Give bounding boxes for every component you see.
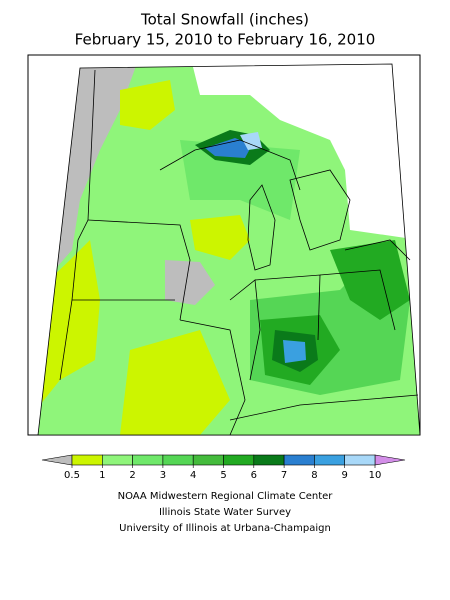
snow-max-superior bbox=[205, 138, 252, 158]
title: Total Snowfall (inches) bbox=[140, 11, 309, 29]
legend-swatch bbox=[344, 454, 376, 466]
snow-mid-north bbox=[180, 140, 300, 220]
legend-label: 8 bbox=[311, 470, 317, 481]
credits: NOAA Midwestern Regional Climate Center I… bbox=[118, 491, 334, 534]
legend-label: 9 bbox=[342, 470, 348, 481]
legend-swatch bbox=[71, 454, 103, 466]
state-line bbox=[179, 319, 246, 436]
map bbox=[27, 54, 421, 436]
legend-swatch bbox=[102, 454, 133, 466]
state-line bbox=[87, 219, 191, 321]
legend-label: 10 bbox=[369, 470, 382, 481]
legend-swatch bbox=[223, 454, 255, 466]
snow-peak-superior bbox=[240, 132, 262, 150]
legend-under bbox=[41, 454, 73, 466]
legend-swatch bbox=[314, 454, 345, 466]
michigan-lp bbox=[289, 169, 351, 251]
snow-low-iowa bbox=[190, 215, 250, 260]
legend-label: 7 bbox=[281, 470, 287, 481]
snow-high-ohio bbox=[330, 240, 410, 320]
snow-low-north bbox=[120, 80, 175, 130]
legend-label: 4 bbox=[190, 470, 196, 481]
no-snow-iowa bbox=[165, 260, 215, 305]
snow-max-indiana bbox=[283, 340, 306, 363]
state-line bbox=[229, 279, 261, 381]
lake-erie bbox=[344, 239, 411, 261]
legend-label: 0.5 bbox=[64, 470, 80, 481]
lake-superior bbox=[159, 139, 301, 191]
legend-label: 6 bbox=[251, 470, 257, 481]
legend-swatch bbox=[253, 454, 285, 466]
credit-line: Illinois State Water Survey bbox=[159, 507, 291, 518]
legend-label: 5 bbox=[220, 470, 226, 481]
state-line bbox=[229, 394, 419, 421]
credit-line: NOAA Midwestern Regional Climate Center bbox=[118, 491, 334, 502]
color-legend: 0.5 1 2 3 4 5 6 7 8 9 10 bbox=[41, 454, 406, 481]
domain-edge bbox=[37, 63, 421, 436]
state-line bbox=[319, 269, 396, 331]
legend-over bbox=[374, 454, 406, 466]
outside-area bbox=[190, 64, 420, 240]
snow-low-south bbox=[120, 330, 230, 435]
legend-label: 2 bbox=[129, 470, 135, 481]
legend-swatch bbox=[132, 454, 164, 466]
state-line bbox=[59, 69, 96, 381]
lake-michigan bbox=[247, 184, 276, 271]
boundaries bbox=[37, 63, 421, 436]
subtitle: February 15, 2010 to February 16, 2010 bbox=[75, 31, 376, 49]
legend-swatch bbox=[283, 454, 315, 466]
legend-swatch bbox=[192, 454, 224, 466]
legend-label: 3 bbox=[160, 470, 166, 481]
legend-swatch bbox=[162, 454, 194, 466]
legend-label: 1 bbox=[99, 470, 105, 481]
credit-line: University of Illinois at Urbana-Champai… bbox=[119, 523, 331, 534]
